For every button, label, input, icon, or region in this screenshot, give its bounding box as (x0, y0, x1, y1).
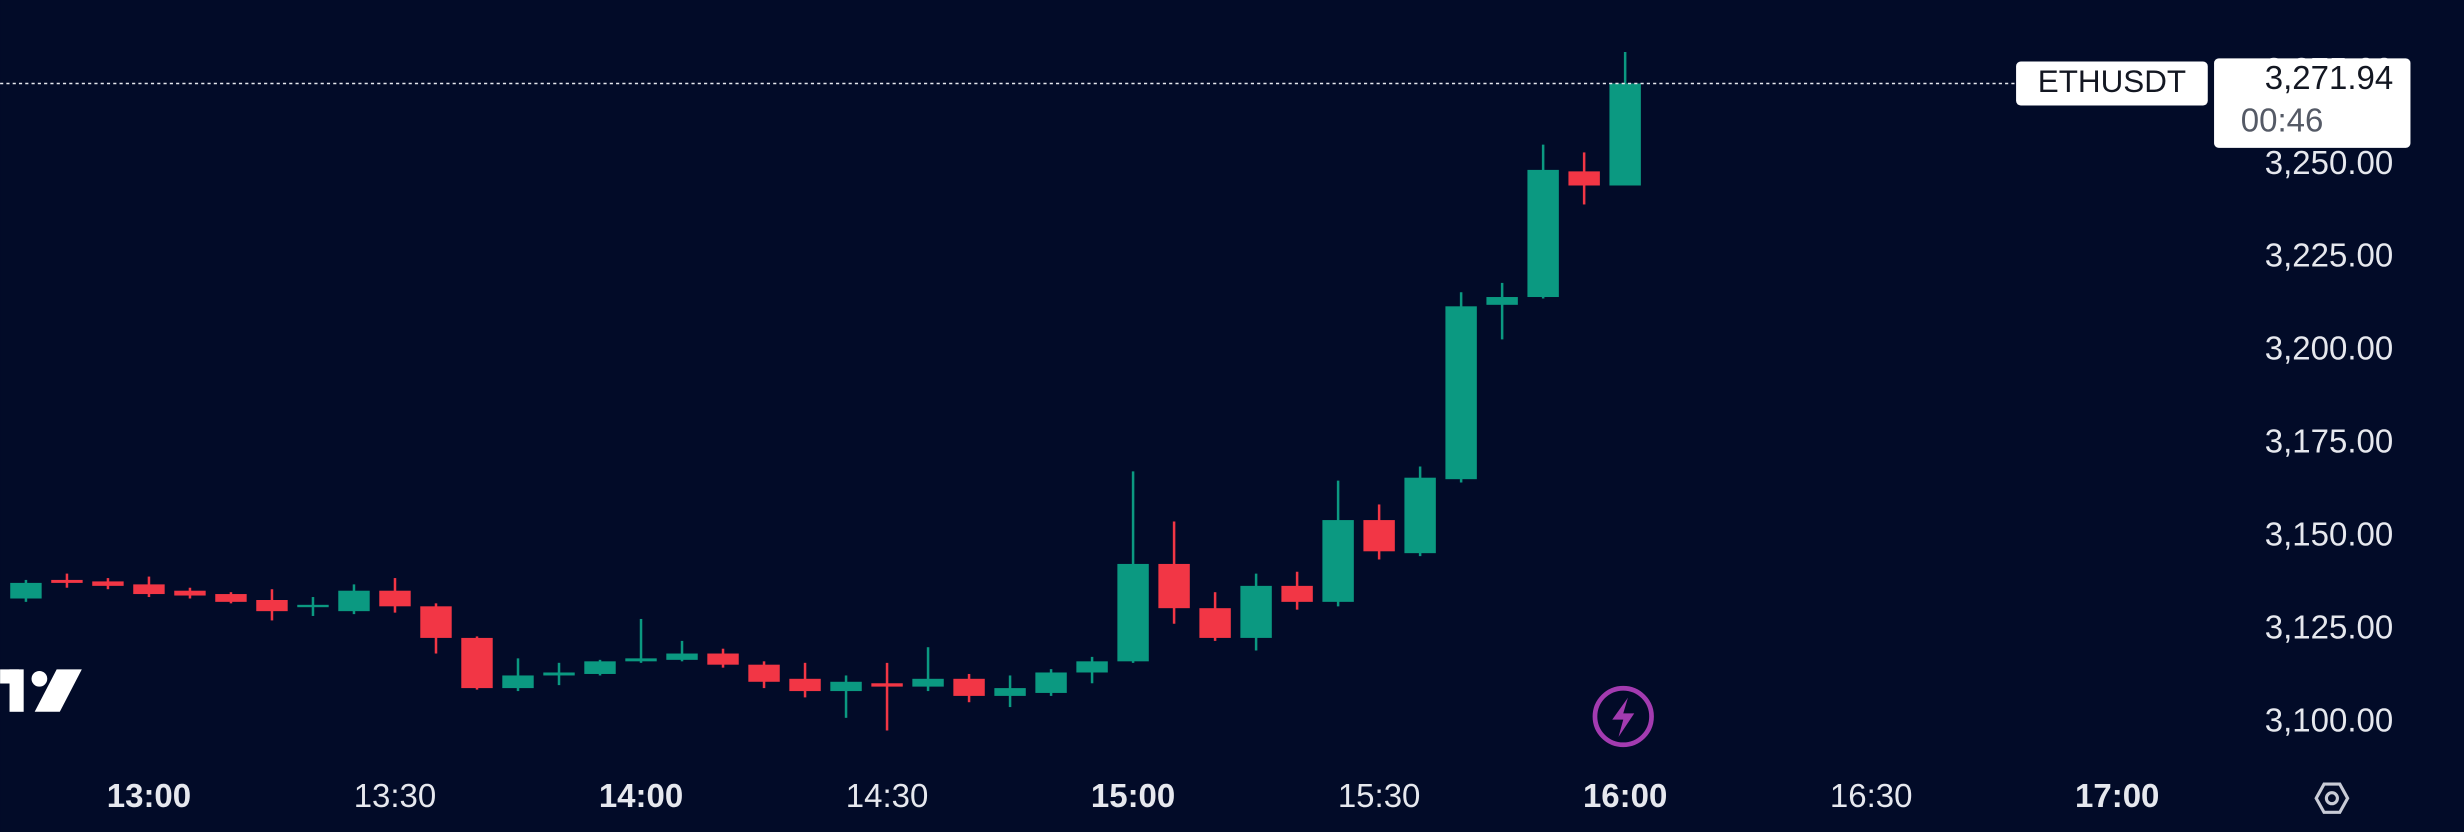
candle-body (420, 606, 452, 638)
y-tick-label: 3,150.00 (2265, 516, 2393, 553)
price-label: 3,271.94 (2265, 59, 2393, 96)
candle-body (953, 678, 985, 696)
y-tick-label: 3,175.00 (2265, 423, 2393, 460)
candle-body (543, 672, 575, 676)
y-tick-label: 3,250.00 (2265, 144, 2393, 181)
candle-body (1445, 306, 1477, 480)
candle-body (297, 604, 329, 608)
candle-body (92, 581, 124, 586)
candle-body (1609, 83, 1641, 186)
x-tick-label: 14:00 (599, 777, 683, 814)
candle-body (461, 637, 493, 689)
countdown-label: 00:46 (2241, 101, 2324, 138)
candle-body (584, 661, 616, 674)
logo (0, 669, 82, 712)
candle-body (174, 590, 206, 596)
lightning-icon[interactable] (1592, 685, 1654, 748)
candle-body (1568, 171, 1600, 186)
overlay: ETHUSDT 3,271.94 00:46 (0, 58, 2411, 148)
x-tick-label: 13:30 (354, 777, 437, 814)
candle-body (748, 664, 780, 682)
x-tick-label: 15:00 (1091, 777, 1175, 814)
candle-body (502, 675, 534, 689)
price-box (2214, 58, 2411, 148)
candle-body (1281, 585, 1313, 602)
candle-body (1035, 672, 1067, 693)
candle-body (1117, 563, 1149, 662)
candle-body (133, 584, 165, 595)
candles (10, 52, 1641, 731)
candle-body (1486, 297, 1518, 305)
candle-body (338, 590, 370, 612)
x-tick-label: 16:30 (1830, 777, 1913, 814)
candle-body (666, 653, 698, 660)
x-tick-label: 16:00 (1583, 777, 1667, 814)
candle-body (994, 688, 1026, 696)
x-tick-label: 13:00 (107, 777, 191, 814)
x-tick-label: 14:30 (846, 777, 929, 814)
candle-body (871, 683, 903, 687)
candle-body (1404, 477, 1436, 554)
candle-body (256, 599, 288, 612)
y-tick-label: 3,125.00 (2265, 608, 2393, 645)
candle-body (1322, 520, 1354, 602)
x-tick-label: 15:30 (1338, 777, 1421, 814)
candle-body (1076, 661, 1108, 673)
candle-body (1158, 563, 1190, 609)
candle-body (379, 590, 411, 607)
candle-body (912, 678, 944, 687)
candle-body (215, 594, 247, 602)
candle-body (789, 678, 821, 692)
candle-body (625, 658, 657, 662)
candle-body (707, 653, 739, 665)
y-tick-label: 3,200.00 (2265, 330, 2393, 367)
candle-body (1527, 169, 1559, 298)
y-tick-label: 3,100.00 (2265, 701, 2393, 738)
symbol-box (2016, 61, 2208, 106)
candle-body (1240, 585, 1272, 638)
symbol-label: ETHUSDT (2038, 64, 2186, 99)
candle-body (1363, 520, 1395, 552)
candle-body (51, 579, 83, 583)
y-tick-label: 3,225.00 (2265, 237, 2393, 274)
candle-body (10, 582, 42, 599)
x-tick-label: 17:00 (2075, 777, 2159, 814)
candle-body (830, 681, 862, 692)
settings-icon[interactable] (2314, 782, 2350, 814)
candle-body (1199, 608, 1231, 638)
